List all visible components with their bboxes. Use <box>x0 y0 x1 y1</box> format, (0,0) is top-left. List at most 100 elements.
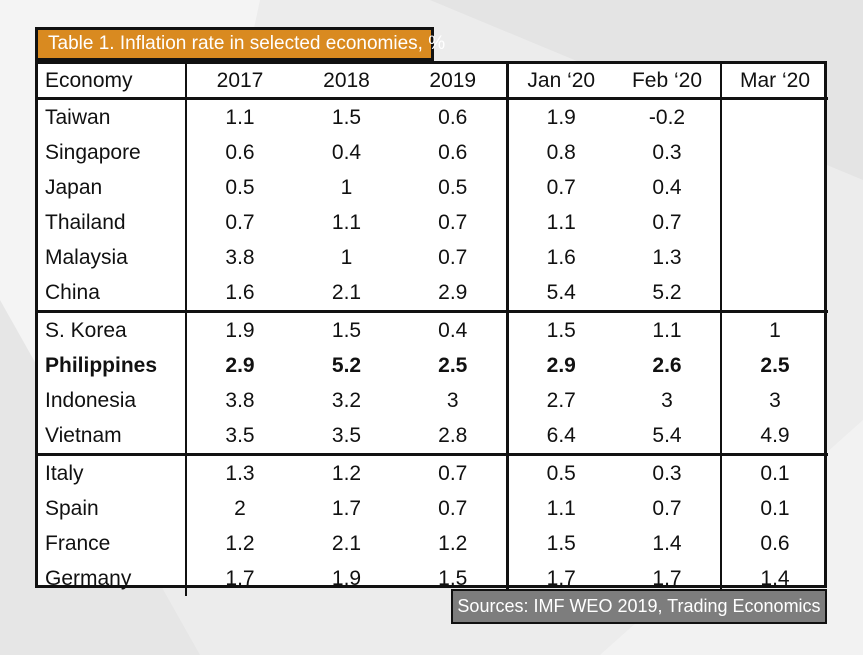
value-cell: 3.8 <box>225 246 255 269</box>
economy-cell: Italy <box>38 454 187 491</box>
value-cell: 1.4 <box>614 526 722 561</box>
economy-cell: Japan <box>38 170 187 205</box>
value-cell: 5.2 <box>614 275 722 313</box>
value-cell: 0.7 <box>546 176 576 199</box>
value-cell: 2.1 <box>331 532 362 555</box>
value-cell: 1.6 <box>546 246 576 269</box>
value-cell: 2.5 <box>760 354 790 377</box>
value-cell: 0.7 <box>225 211 255 234</box>
value-cell: 1.7 <box>546 567 576 590</box>
value-cell: 1.5 <box>331 319 362 342</box>
table-row: Japan 0.5 1 0.5 0.7 0.4 <box>38 170 828 205</box>
value-cell: 0.5 <box>225 176 255 199</box>
value-cell: 0.6 <box>400 98 509 135</box>
value-cell: 2.9 <box>225 354 255 377</box>
table-header-row: Economy 2017 2018 2019 Jan ‘20 Feb ‘20 M… <box>38 64 828 100</box>
value-cell: 1 <box>340 246 353 269</box>
value-cell: 2.1 <box>293 275 400 313</box>
value-cell: -0.2 <box>614 98 722 135</box>
value-cell: 0.5 <box>400 170 509 205</box>
table-row: China 1.6 2.1 2.9 5.4 5.2 <box>38 275 828 313</box>
economy-cell: S. Korea <box>38 311 187 348</box>
economy-cell: Indonesia <box>38 383 187 418</box>
table-row: France 1.2 2.1 1.2 1.5 1.4 0.6 <box>38 526 828 561</box>
value-cell <box>721 170 828 205</box>
value-cell: 2.9 <box>400 275 509 313</box>
inflation-table-container: Economy 2017 2018 2019 Jan ‘20 Feb ‘20 M… <box>35 61 828 596</box>
source-note: Sources: IMF WEO 2019, Trading Economics <box>451 589 827 624</box>
value-cell: 6.4 <box>507 418 614 456</box>
value-cell: 3 <box>614 383 722 418</box>
value-cell: 0.4 <box>331 141 362 164</box>
value-cell: 0.6 <box>400 135 509 170</box>
value-cell: 4.9 <box>721 418 828 456</box>
value-cell <box>721 275 828 313</box>
value-cell: 3 <box>400 383 509 418</box>
value-cell: 2.9 <box>546 354 576 377</box>
value-cell: 1.1 <box>225 106 255 129</box>
table-body: Taiwan 1.1 1.5 0.6 1.9 -0.2 Singapore 0.6 0.4 0.6… <box>38 98 828 596</box>
value-cell: 3.8 <box>225 389 255 412</box>
economy-cell: Thailand <box>38 205 187 240</box>
table-row: Vietnam 3.5 3.5 2.8 6.4 5.4 4.9 <box>38 418 828 456</box>
economy-cell: China <box>38 275 187 313</box>
economy-cell: Spain <box>38 491 187 526</box>
value-cell: 1.1 <box>331 211 362 234</box>
value-cell: 0.7 <box>614 205 722 240</box>
value-cell: 0.6 <box>225 141 255 164</box>
value-cell: 0.1 <box>760 462 790 485</box>
value-cell: 1.5 <box>546 532 576 555</box>
value-cell: 3.5 <box>186 418 293 456</box>
economy-cell: Malaysia <box>38 240 187 275</box>
header-mar-20: Mar ‘20 <box>721 64 828 100</box>
value-cell: 2.5 <box>400 348 509 383</box>
header-2017: 2017 <box>186 64 293 100</box>
value-cell: 0.3 <box>614 454 722 491</box>
value-cell <box>721 99 828 136</box>
header-2018: 2018 <box>293 64 400 100</box>
economy-cell: France <box>38 526 187 561</box>
table-row: Taiwan 1.1 1.5 0.6 1.9 -0.2 <box>38 98 828 136</box>
value-cell <box>721 205 828 240</box>
header-2019: 2019 <box>400 64 509 100</box>
value-cell: 0.7 <box>614 491 722 526</box>
table-title: Table 1. Inflation rate in selected econ… <box>35 27 445 61</box>
value-cell: 0.6 <box>760 532 790 555</box>
value-cell: 1.9 <box>331 567 362 590</box>
value-cell: 1 <box>769 319 781 342</box>
table-row: Thailand 0.7 1.1 0.7 1.1 0.7 <box>38 205 828 240</box>
value-cell: 0.7 <box>400 240 509 275</box>
value-cell: 0.8 <box>546 141 576 164</box>
header-economy: Economy <box>38 64 187 100</box>
header-jan-20: Jan ‘20 <box>507 64 614 100</box>
value-cell: 1.4 <box>760 567 790 590</box>
table-row: Philippines 2.9 5.2 2.5 2.9 2.6 2.5 <box>38 348 828 383</box>
table-row: Spain 2 1.7 0.7 1.1 0.7 0.1 <box>38 491 828 526</box>
value-cell: 0.7 <box>400 454 509 491</box>
value-cell <box>721 240 828 275</box>
economy-cell: Taiwan <box>38 98 187 135</box>
value-cell: 2.6 <box>614 348 722 383</box>
value-cell: 1 <box>340 176 353 199</box>
table-row: Singapore 0.6 0.4 0.6 0.8 0.3 <box>38 135 828 170</box>
value-cell: 2.7 <box>546 389 576 412</box>
inflation-table: Economy 2017 2018 2019 Jan ‘20 Feb ‘20 M… <box>38 64 828 596</box>
value-cell: 0.1 <box>760 497 790 520</box>
value-cell: 5.2 <box>331 354 362 377</box>
value-cell: 1.7 <box>331 497 362 520</box>
value-cell: 1.9 <box>546 106 576 129</box>
economy-cell: Singapore <box>38 135 187 170</box>
value-cell: 2.8 <box>400 418 509 456</box>
table-row: Italy 1.3 1.2 0.7 0.5 0.3 0.1 <box>38 454 828 491</box>
economy-cell: Vietnam <box>38 418 187 456</box>
economy-cell: Germany <box>38 561 187 596</box>
value-cell: 0.5 <box>546 462 576 485</box>
value-cell: 1.1 <box>546 497 576 520</box>
header-feb-20: Feb ‘20 <box>614 64 722 100</box>
value-cell: 5.4 <box>614 418 722 456</box>
value-cell: 1.2 <box>331 462 362 485</box>
value-cell: 2 <box>234 497 246 520</box>
value-cell: 1.5 <box>546 319 576 342</box>
value-cell: 3.5 <box>293 418 400 456</box>
value-cell: 1.9 <box>225 319 255 342</box>
